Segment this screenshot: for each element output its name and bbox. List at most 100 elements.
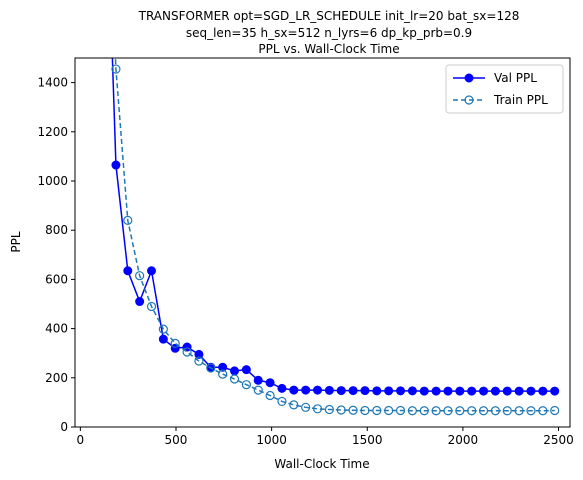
val-ppl-point (467, 386, 477, 396)
train-ppl-point (241, 380, 251, 390)
val-ppl-point (384, 386, 394, 396)
train-ppl-point (324, 404, 334, 415)
train-ppl-point (419, 406, 429, 416)
val-ppl-point (241, 365, 251, 375)
x-axis-label: Wall-Clock Time (274, 457, 369, 471)
train-ppl-point (550, 405, 560, 416)
val-ppl-point (158, 334, 168, 344)
val-ppl-point (313, 385, 323, 395)
train-ppl-point (348, 405, 358, 415)
train-ppl-point (277, 396, 287, 407)
train-ppl-point (514, 406, 524, 416)
val-ppl-point (396, 386, 406, 396)
plot-frame (74, 57, 571, 428)
train-ppl-point (253, 385, 263, 395)
train-ppl-point (123, 215, 133, 225)
train-ppl-line (114, 58, 555, 412)
val-ppl-point (502, 386, 512, 396)
val-ppl-point (218, 362, 228, 372)
val-ppl-point (419, 386, 429, 396)
series-group (111, 58, 560, 416)
y-axis-ticks: 0 200 400 600 800 1000 1200 1400 (37, 76, 75, 434)
train-ppl-point (146, 301, 157, 312)
x-tick-label: 2500 (543, 433, 574, 447)
val-ppl-point (135, 297, 145, 307)
val-ppl-point (123, 266, 133, 276)
train-ppl-point (443, 406, 453, 416)
legend: Val PPL Train PPL (445, 64, 564, 114)
val-ppl-point (170, 343, 180, 353)
val-ppl-point (324, 385, 334, 395)
y-tick-label: 800 (45, 223, 68, 237)
train-ppl-point (395, 405, 406, 416)
train-ppl-point (490, 406, 501, 416)
y-tick-label: 200 (45, 371, 68, 385)
val-ppl-point (479, 386, 489, 396)
x-tick-label: 2000 (448, 433, 479, 447)
train-ppl-point (301, 402, 311, 412)
val-ppl-point (348, 386, 358, 396)
x-tick-label: 1000 (256, 433, 287, 447)
train-ppl-point (218, 369, 228, 379)
val-ppl-point (230, 366, 240, 376)
chart-title-line-3: PPL vs. Wall-Clock Time (258, 42, 399, 56)
chart-title-line-2: seq_len=35 h_sx=512 n_lyrs=6 dp_kp_prb=0… (186, 26, 472, 40)
train-ppl-point (455, 406, 465, 416)
val-ppl-point (443, 386, 453, 396)
x-tick-label: 1500 (352, 433, 383, 447)
train-ppl-point (158, 324, 168, 334)
y-tick-label: 1200 (37, 125, 68, 139)
y-axis-label: PPL (9, 231, 23, 252)
val-ppl-point (253, 375, 263, 385)
y-tick-label: 600 (45, 272, 68, 286)
legend-train-ppl-label: Train PPL (493, 93, 548, 107)
val-ppl-point (301, 385, 311, 395)
legend-train-ppl-marker (464, 95, 474, 105)
val-ppl-line (111, 58, 555, 392)
train-ppl-point (538, 406, 548, 416)
val-ppl-point (111, 160, 121, 170)
val-ppl-point (538, 386, 548, 396)
train-ppl-point (384, 405, 394, 416)
val-ppl-point (147, 266, 157, 276)
chart-title-line-1: TRANSFORMER opt=SGD_LR_SCHEDULE init_lr=… (138, 9, 520, 23)
train-ppl-point (526, 406, 536, 416)
val-ppl-point (289, 385, 299, 395)
y-tick-label: 1400 (37, 76, 68, 90)
y-tick-label: 0 (60, 420, 68, 434)
train-ppl-point (135, 271, 145, 281)
train-ppl-point (336, 405, 346, 415)
y-tick-label: 1000 (37, 174, 68, 188)
train-ppl-point (467, 406, 477, 416)
train-ppl-point (312, 404, 323, 414)
val-ppl-point (455, 386, 465, 396)
val-ppl-point (431, 386, 441, 396)
val-ppl-point (490, 386, 500, 396)
legend-val-ppl-marker (464, 73, 474, 83)
val-ppl-point (336, 386, 346, 396)
x-tick-label: 0 (77, 433, 85, 447)
val-ppl-point (514, 386, 524, 396)
train-ppl-point (194, 356, 204, 366)
val-ppl-point (550, 386, 560, 396)
val-ppl-point (182, 342, 192, 352)
val-ppl-point (265, 378, 275, 388)
chart-title: TRANSFORMER opt=SGD_LR_SCHEDULE init_lr=… (138, 9, 520, 56)
legend-box (445, 64, 564, 114)
train-ppl-point (182, 347, 192, 357)
legend-val-ppl-label: Val PPL (494, 71, 537, 85)
train-ppl-point (478, 406, 489, 416)
train-ppl-point (265, 390, 275, 401)
val-ppl-point (526, 386, 536, 396)
train-ppl-point (111, 64, 121, 74)
train-ppl-point (407, 406, 417, 416)
val-ppl-point (372, 386, 382, 396)
val-ppl-point (360, 386, 370, 396)
val-ppl-point (277, 383, 287, 393)
train-ppl-point (289, 400, 299, 410)
train-ppl-point (360, 405, 370, 416)
train-ppl-point (372, 405, 382, 416)
y-tick-label: 400 (45, 322, 68, 336)
